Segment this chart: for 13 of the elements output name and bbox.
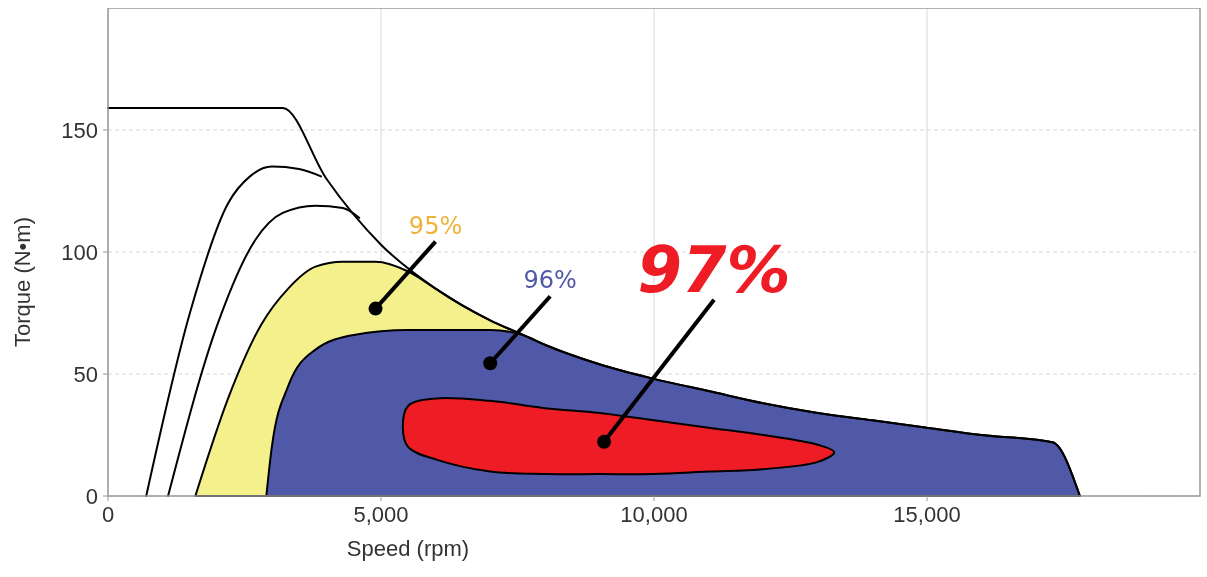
x-tick-label: 10,000 [620,502,688,527]
series-label: 96% [523,266,577,295]
x-tick-label: 15,000 [893,502,961,527]
y-tick-label: 0 [85,484,98,509]
y-tick-label: 50 [73,362,98,387]
x-tick-label: 5,000 [353,502,409,527]
y-tick-label: 150 [61,118,98,143]
x-tick-label: 0 [101,502,115,527]
y-axis-title: Torque (N•m) [10,217,35,347]
series-label: 97% [637,232,791,307]
x-axis-title: Speed (rpm) [346,536,470,561]
series-label: 95% [408,211,463,240]
y-tick-label: 100 [61,240,98,265]
